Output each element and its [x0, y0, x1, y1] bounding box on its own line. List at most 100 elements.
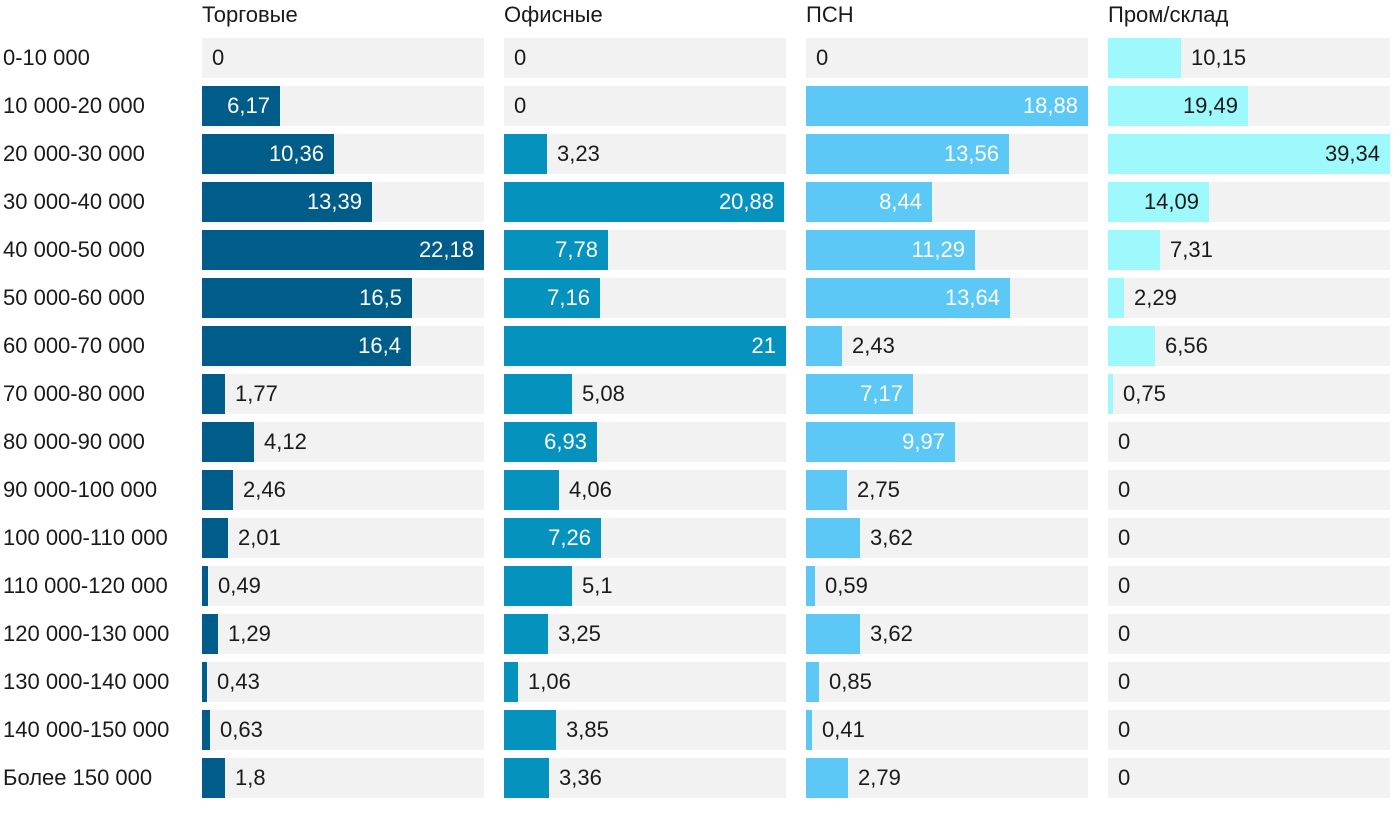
bar-track: 0 [1108, 566, 1390, 606]
bar-3-0 [1108, 38, 1181, 78]
data-label: 0 [514, 45, 527, 70]
bar-2-10 [806, 518, 860, 558]
bar-0-14 [202, 710, 210, 750]
bar-2-11 [806, 566, 815, 606]
bar-2-8 [806, 422, 955, 462]
bar-track: 2,75 [806, 470, 1088, 510]
data-label: 5,1 [582, 573, 613, 598]
bar-0-4 [202, 230, 484, 270]
bar-1-14 [504, 710, 556, 750]
category-label: 50 000-60 000 [3, 285, 145, 310]
data-label: 1,77 [235, 381, 278, 406]
bar-3-3 [1108, 182, 1209, 222]
bar-1-10 [504, 518, 601, 558]
data-label: 2,29 [1134, 285, 1177, 310]
bar-track: 13,64 [806, 278, 1088, 318]
bar-1-7 [504, 374, 572, 414]
bar-track: 0 [504, 38, 786, 78]
data-label: 3,85 [566, 717, 609, 742]
bar-1-3 [504, 182, 784, 222]
bar-track: 14,09 [1108, 182, 1390, 222]
bar-track: 0 [806, 38, 1088, 78]
data-label: 0 [1118, 429, 1131, 454]
bar-track: 7,17 [806, 374, 1088, 414]
bar-0-11 [202, 566, 208, 606]
bar-2-3 [806, 182, 932, 222]
data-label: 10,36 [268, 141, 324, 166]
bar-1-4 [504, 230, 608, 270]
bar-track: 19,49 [1108, 86, 1390, 126]
bar-0-1 [202, 86, 280, 126]
bar-track: 16,4 [202, 326, 484, 366]
bar-0-8 [202, 422, 254, 462]
bar-0-12 [202, 614, 218, 654]
data-label: 0 [1118, 765, 1131, 790]
bar-track: 0,63 [202, 710, 484, 750]
bar-track: 2,29 [1108, 278, 1390, 318]
bar-track: 0 [1108, 422, 1390, 462]
data-label: 2,43 [852, 333, 895, 358]
bar-track: 0 [1108, 758, 1390, 798]
bar-0-3 [202, 182, 372, 222]
bar-track: 18,88 [806, 86, 1088, 126]
data-label: 13,64 [944, 285, 1000, 310]
bar-track: 10,36 [202, 134, 484, 174]
bar-track: 0 [1108, 710, 1390, 750]
data-label: 2,01 [238, 525, 281, 550]
data-label: 4,06 [569, 477, 612, 502]
bar-track: 0,49 [202, 566, 484, 606]
data-label: 2,79 [858, 765, 901, 790]
bar-track: 3,23 [504, 134, 786, 174]
data-label: 3,25 [558, 621, 601, 646]
bar-track: 5,08 [504, 374, 786, 414]
data-label: 3,62 [870, 525, 913, 550]
category-label: 40 000-50 000 [3, 237, 145, 262]
category-label: 110 000-120 000 [3, 573, 168, 598]
bar-0-13 [202, 662, 207, 702]
bar-3-2 [1108, 134, 1390, 174]
data-label: 3,23 [557, 141, 600, 166]
data-label: 0 [1118, 717, 1131, 742]
data-label: 5,08 [582, 381, 625, 406]
bar-track: 1,29 [202, 614, 484, 654]
data-label: 20,88 [718, 189, 774, 214]
bar-3-1 [1108, 86, 1248, 126]
data-label: 39,34 [1324, 141, 1380, 166]
category-label: 70 000-80 000 [3, 381, 145, 406]
bar-1-11 [504, 566, 572, 606]
bar-1-15 [504, 758, 549, 798]
bar-track: 0 [202, 38, 484, 78]
category-label: 130 000-140 000 [3, 669, 170, 694]
bar-1-12 [504, 614, 548, 654]
bar-track: 13,56 [806, 134, 1088, 174]
data-label: 0 [1118, 573, 1131, 598]
bar-track: 10,15 [1108, 38, 1390, 78]
data-label: 2,46 [243, 477, 286, 502]
bar-track: 7,26 [504, 518, 786, 558]
bar-track: 0,41 [806, 710, 1088, 750]
data-label: 8,44 [879, 189, 922, 214]
bar-track: 8,44 [806, 182, 1088, 222]
bar-2-1 [806, 86, 1088, 126]
bar-track: 0 [504, 86, 786, 126]
bar-track: 0 [1108, 662, 1390, 702]
bar-track: 1,8 [202, 758, 484, 798]
data-label: 0 [1118, 525, 1131, 550]
category-label: 30 000-40 000 [3, 189, 145, 214]
bar-track: 6,56 [1108, 326, 1390, 366]
bar-3-7 [1108, 374, 1113, 414]
category-label: 0-10 000 [3, 45, 90, 70]
bar-track: 6,93 [504, 422, 786, 462]
data-label: 2,75 [857, 477, 900, 502]
data-label: 0 [514, 93, 527, 118]
bar-2-5 [806, 278, 1010, 318]
bar-track: 22,18 [202, 230, 484, 270]
bar-track: 0,75 [1108, 374, 1390, 414]
bar-1-6 [504, 326, 786, 366]
data-label: 0,63 [220, 717, 263, 742]
data-label: 10,15 [1191, 45, 1247, 70]
bar-track: 4,12 [202, 422, 484, 462]
data-label: 0,85 [829, 669, 872, 694]
bar-2-4 [806, 230, 975, 270]
category-label: 60 000-70 000 [3, 333, 145, 358]
